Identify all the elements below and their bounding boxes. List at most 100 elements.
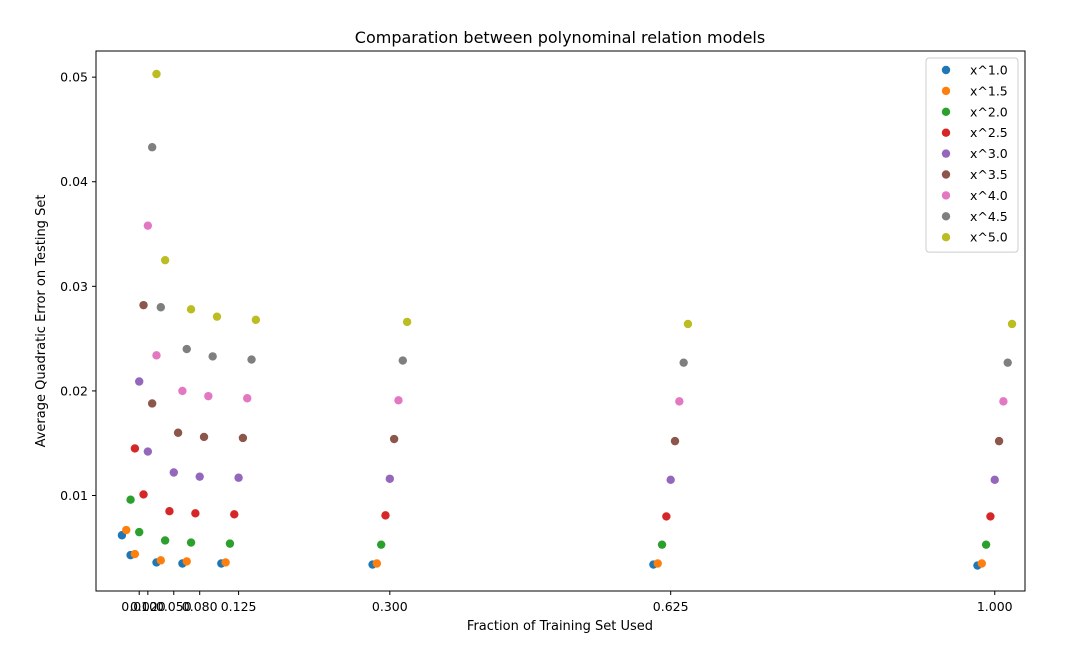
data-point <box>130 549 140 559</box>
legend-marker <box>941 170 951 179</box>
data-point <box>156 556 166 565</box>
data-point <box>165 507 174 516</box>
data-point <box>147 143 157 152</box>
data-point <box>675 397 684 406</box>
data-point <box>195 472 204 481</box>
y-tick-label: 0.04 <box>60 174 88 189</box>
data-point <box>679 358 688 367</box>
data-point <box>662 512 671 521</box>
data-point <box>666 475 675 485</box>
legend-marker <box>941 128 951 137</box>
data-point <box>122 525 131 535</box>
plot-frame <box>95 50 1026 592</box>
data-point <box>238 433 248 443</box>
data-point <box>247 355 256 364</box>
y-tick-label: 0.03 <box>60 279 88 294</box>
data-point <box>221 558 230 567</box>
data-point <box>182 344 191 354</box>
data-point <box>683 319 693 329</box>
data-point <box>204 391 213 401</box>
data-point <box>212 312 222 321</box>
data-point <box>990 475 999 485</box>
x-tick-label: 1.000 <box>977 599 1013 614</box>
data-point <box>135 527 144 537</box>
y-tick-label: 0.01 <box>60 488 88 503</box>
data-point <box>130 444 140 453</box>
data-point <box>139 300 148 310</box>
data-point <box>999 397 1008 406</box>
x-tick-label: 0.080 <box>182 599 218 614</box>
series-x^3.5 <box>139 300 1004 446</box>
legend-label: x^4.5 <box>970 209 1008 224</box>
data-point <box>160 536 170 545</box>
data-point <box>186 305 196 314</box>
data-point <box>381 511 390 520</box>
legend-marker <box>941 149 951 158</box>
legend-marker <box>941 65 951 75</box>
legend-label: x^1.0 <box>970 63 1008 78</box>
data-point <box>376 540 386 549</box>
data-point <box>398 356 407 365</box>
data-point <box>160 255 170 265</box>
series-x^2.5 <box>130 444 995 521</box>
legend-marker <box>941 107 951 117</box>
x-tick-label: 0.020 <box>130 599 166 614</box>
x-axis-label: Fraction of Training Set Used <box>467 619 653 634</box>
legend-label: x^5.0 <box>970 230 1008 245</box>
data-point <box>173 428 183 437</box>
data-point <box>230 510 239 519</box>
plot-marks <box>117 69 1017 570</box>
series-x^1.5 <box>122 525 986 568</box>
series-x^2.0 <box>126 495 991 549</box>
data-point <box>994 436 1004 446</box>
data-point <box>251 315 261 324</box>
x-tick-label: 0.625 <box>653 599 689 614</box>
y-axis-label: Average Quadratic Error on Testing Set <box>34 195 49 448</box>
data-point <box>981 540 991 549</box>
series-x^3.0 <box>135 377 999 485</box>
data-point <box>208 352 217 361</box>
x-tick-label: 0.125 <box>221 599 257 614</box>
y-tick-label: 0.02 <box>60 383 88 398</box>
legend-marker <box>941 86 951 96</box>
series-x^5.0 <box>152 69 1017 329</box>
data-point <box>394 396 403 405</box>
series-x^4.0 <box>143 221 1008 406</box>
data-point <box>1007 319 1017 329</box>
data-point <box>143 447 153 456</box>
data-point <box>186 538 196 547</box>
legend-label: x^1.5 <box>970 83 1008 98</box>
data-point <box>182 557 191 566</box>
data-point <box>670 436 680 446</box>
data-point <box>139 490 148 499</box>
data-point <box>653 559 662 568</box>
x-tick-label: 0.010 <box>121 599 157 614</box>
data-point <box>191 509 200 518</box>
legend-label: x^3.5 <box>970 167 1008 182</box>
data-point <box>657 540 667 549</box>
data-point <box>199 432 209 442</box>
x-tick-label: 0.050 <box>156 599 192 614</box>
data-point <box>389 434 399 444</box>
legend-label: x^3.0 <box>970 146 1008 161</box>
data-point <box>152 69 161 79</box>
data-point <box>243 394 252 403</box>
legend-label: x^2.0 <box>970 104 1008 119</box>
data-point <box>977 559 986 568</box>
data-point <box>126 495 135 504</box>
legend-marker <box>941 191 951 200</box>
y-tick-label: 0.05 <box>60 70 88 85</box>
data-point <box>372 559 382 568</box>
data-point <box>135 377 144 386</box>
data-point <box>1003 358 1012 367</box>
data-point <box>178 386 187 396</box>
legend-label: x^2.5 <box>970 125 1008 140</box>
legend-box <box>925 57 1019 253</box>
data-point <box>986 512 995 521</box>
chart-title: Comparation between polynominal relation… <box>355 28 765 47</box>
data-point <box>169 468 178 477</box>
y-axis-ticks: 0.01 0.02 0.03 0.04 0.05 <box>60 70 96 503</box>
